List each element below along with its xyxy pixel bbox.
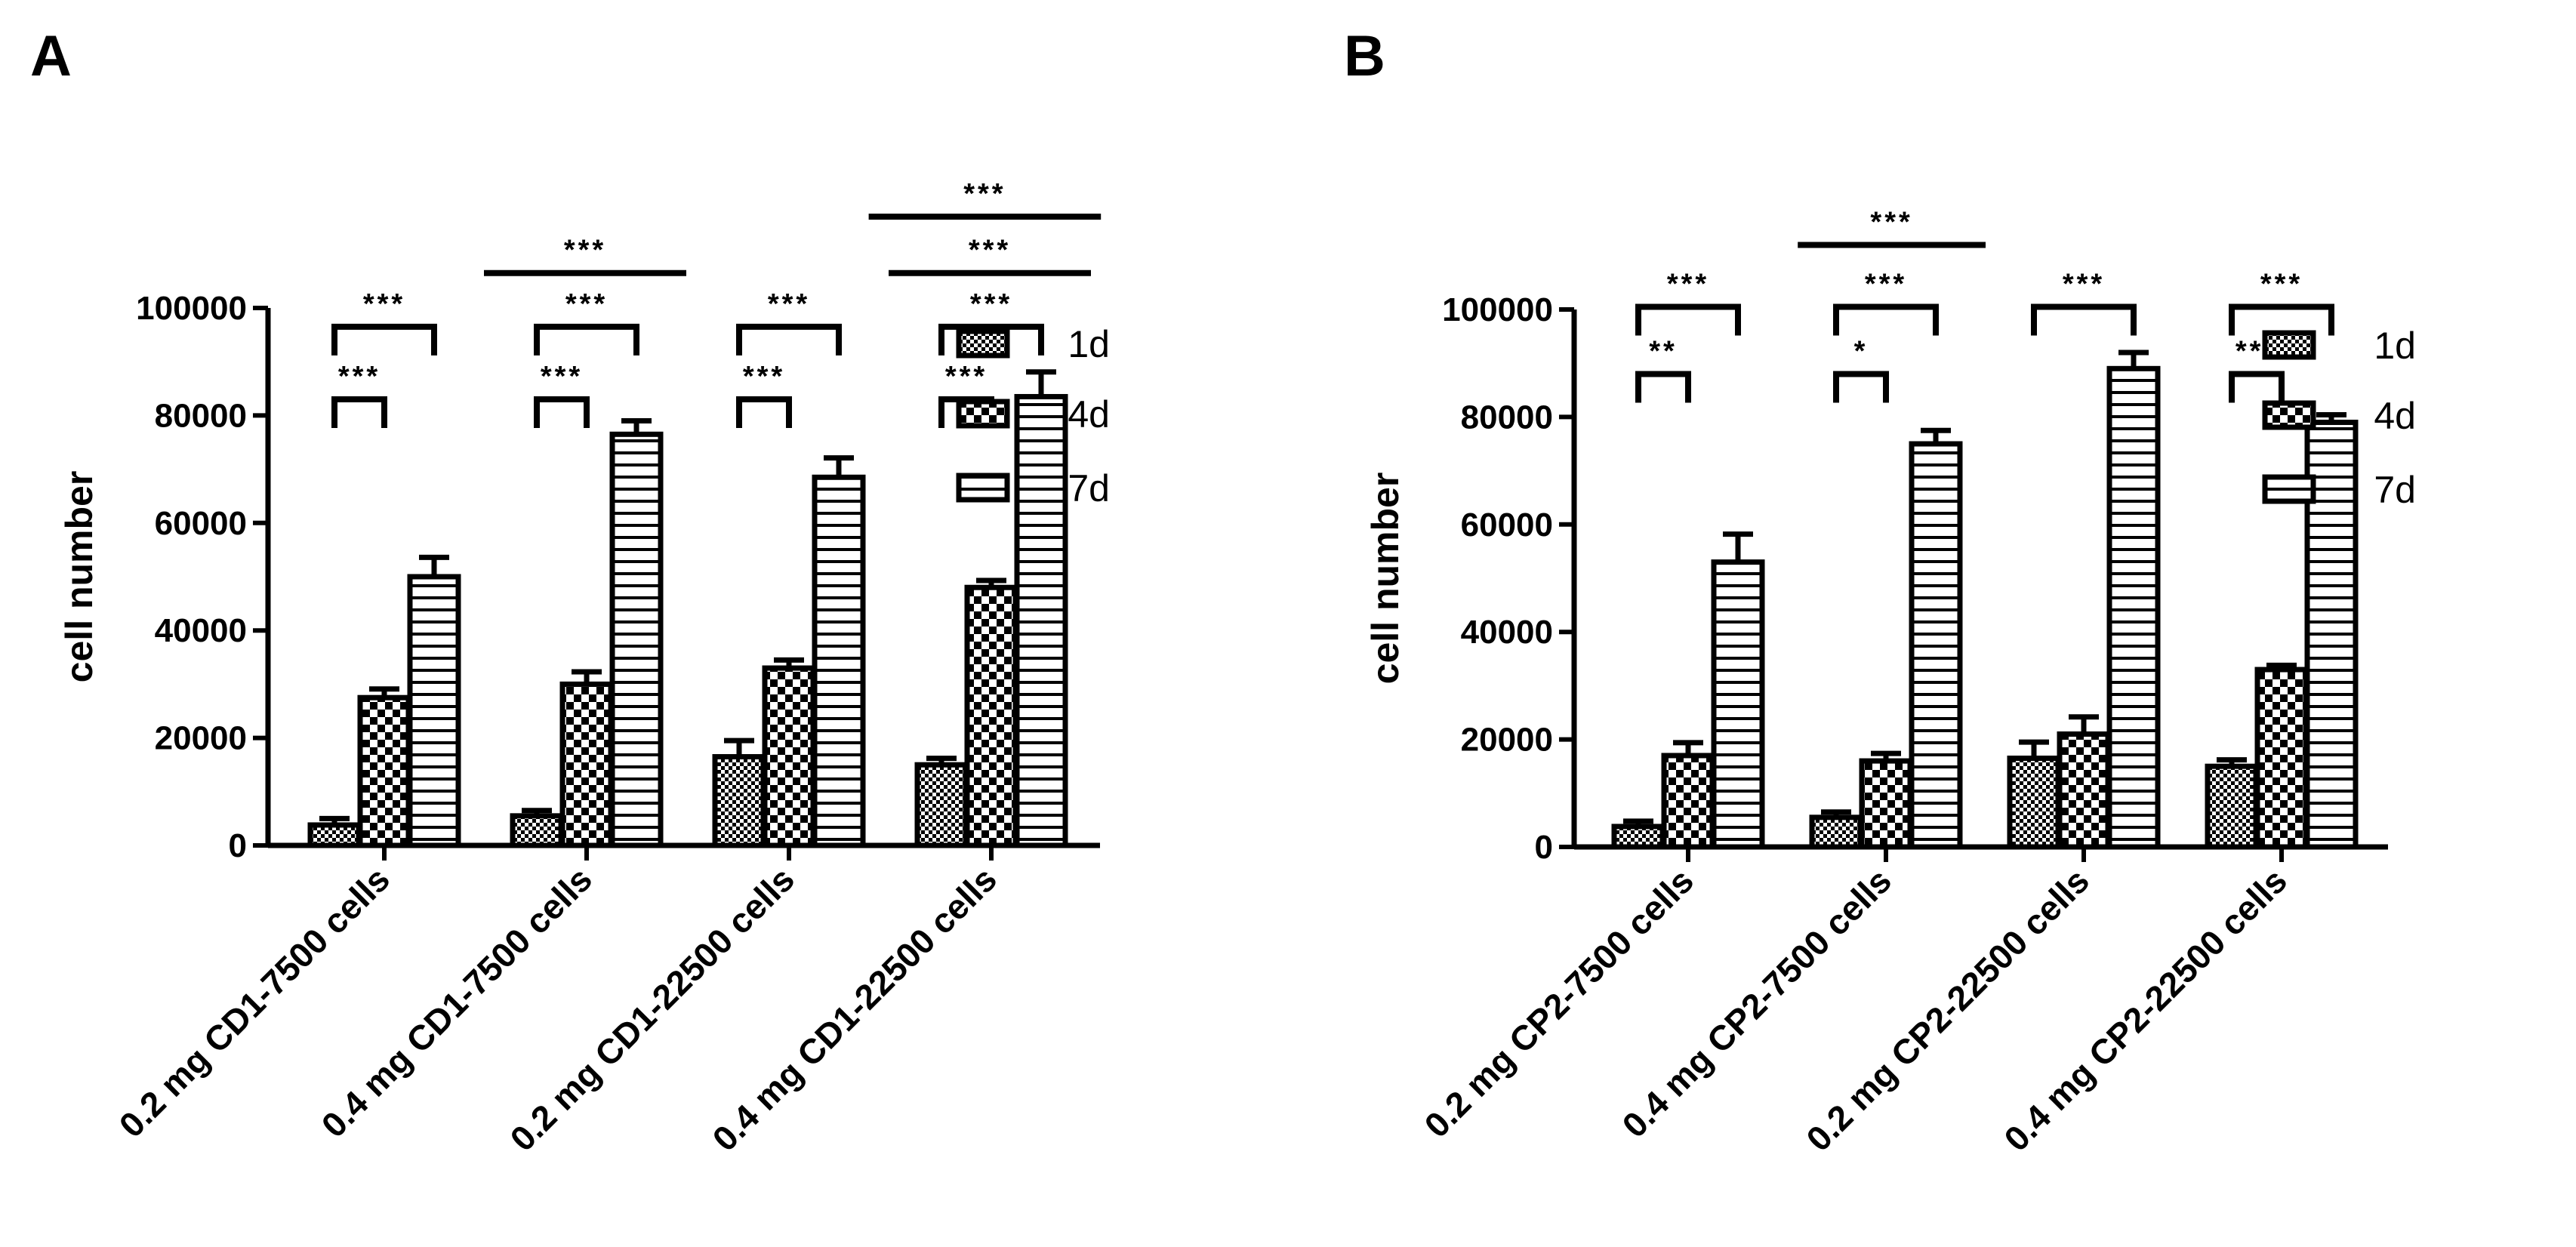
significance-2-label: *** [363,288,405,320]
legend-swatch-1d [2262,330,2316,360]
significance-6-bracket [2229,371,2285,403]
significance-10-label: *** [969,235,1011,266]
bar-1d-2 [510,813,564,848]
bar-4d-4 [964,584,1018,848]
significance-5-label: *** [2063,268,2105,300]
legend-label-4d: 4d [2374,395,2416,437]
bar-1d-2 [1809,814,1863,850]
y-tick-label: 20000 [1461,722,1553,759]
legend-swatch-7d [2262,474,2316,504]
legend-label-7d: 7d [2374,469,2416,511]
legend-label-1d: 1d [1068,323,1110,365]
y-tick-label: 60000 [1461,506,1553,543]
y-axis-label: cell number [58,471,100,683]
y-tick-label: 80000 [1461,399,1553,436]
bar-1d-1 [1611,824,1665,850]
significance-1-label: ** [1649,335,1678,367]
significance-3-bracket [534,396,590,429]
bar-4d-2 [559,681,614,848]
bar-1d-4 [2205,763,2259,850]
y-tick-label: 0 [1535,829,1553,866]
significance-2-bracket [1635,303,1741,336]
significance-1-bracket [331,396,387,429]
significance-4-bracket [1833,303,1939,336]
significance-3-bracket [1833,371,1889,403]
significance-6-label: *** [768,288,810,320]
significance-5-bracket [736,396,792,429]
panel-label: B [1344,24,1385,88]
significance-3-label: * [1854,335,1869,367]
significance-9-label: *** [564,235,606,266]
bar-1d-1 [307,822,362,848]
significance-5-label: *** [743,361,785,393]
significance-1-label: *** [338,361,381,393]
legend-label-4d: 4d [1068,393,1110,436]
legend-swatch-4d [2262,400,2316,430]
bar-7d-2 [609,431,664,848]
significance-1-bracket [1635,371,1691,403]
bar-4d-1 [357,694,411,848]
significance-5-bracket [2031,303,2137,336]
significance-2-bracket [331,323,437,356]
bar-7d-2 [1909,441,1963,850]
significance-3-label: *** [541,361,583,393]
y-tick-label: 40000 [155,612,247,649]
y-tick-label: 0 [229,827,247,864]
bar-7d-3 [812,474,866,848]
legend-swatch-4d [956,399,1010,429]
bar-1d-3 [712,754,766,848]
bar-7d-1 [407,574,461,848]
legend-label-1d: 1d [2374,325,2416,367]
y-tick-label: 100000 [136,290,247,327]
legend-swatch-1d [956,328,1010,359]
bar-7d-3 [2106,365,2161,850]
bar-4d-2 [1859,758,1913,850]
bar-4d-3 [2057,731,2111,850]
y-tick-label: 40000 [1461,614,1553,651]
y-tick-label: 100000 [1442,291,1553,328]
bar-1d-4 [914,762,969,848]
significance-4-label: *** [1865,268,1907,300]
significance-7-label: *** [2260,268,2303,300]
bar-4d-1 [1661,753,1715,850]
significance-4-label: *** [565,288,608,320]
bar-4d-3 [762,665,816,848]
significance-11-label: *** [963,178,1006,210]
legend-swatch-7d [956,473,1010,503]
y-axis-label: cell number [1364,473,1407,685]
y-tick-label: 60000 [155,505,247,542]
significance-6-bracket [736,323,842,356]
legend-label-7d: 7d [1068,467,1110,510]
significance-4-bracket [534,323,639,356]
significance-8-bracket [938,323,1044,356]
panel-label: A [30,24,72,88]
y-tick-label: 80000 [155,397,247,434]
bar-1d-3 [2007,756,2061,850]
bar-7d-4 [1014,393,1068,848]
significance-8-label: *** [970,288,1012,320]
significance-8-label: *** [1870,207,1912,239]
significance-2-label: *** [1667,268,1709,300]
y-tick-label: 20000 [155,720,247,757]
significance-7-bracket [2229,303,2334,336]
significance-7-label: *** [945,361,988,393]
bar-7d-1 [1711,559,1765,850]
bar-4d-4 [2254,667,2309,850]
